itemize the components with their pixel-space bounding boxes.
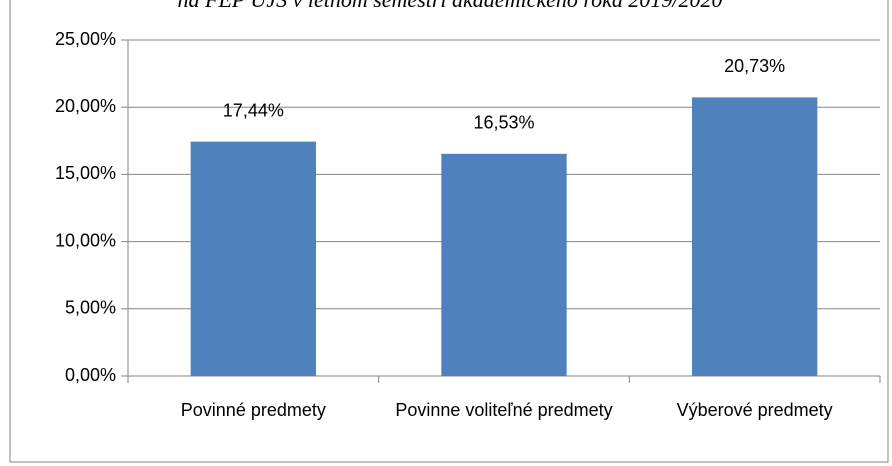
y-tick-label: 0,00% bbox=[65, 365, 116, 385]
data-label: 17,44% bbox=[223, 100, 284, 120]
x-tick-label: Výberové predmety bbox=[676, 400, 833, 420]
x-tick-label: Povinné predmety bbox=[180, 400, 326, 420]
data-label: 20,73% bbox=[724, 56, 785, 76]
chart-border bbox=[9, 0, 889, 463]
data-label: 16,53% bbox=[473, 113, 534, 133]
bar bbox=[190, 141, 316, 376]
y-tick-label: 15,00% bbox=[55, 163, 116, 183]
y-tick-label: 25,00% bbox=[55, 29, 116, 49]
x-tick-label: Povinne voliteľné predmety bbox=[395, 400, 613, 420]
y-tick-label: 20,00% bbox=[55, 96, 116, 116]
bar bbox=[441, 153, 567, 376]
y-tick-label: 10,00% bbox=[55, 230, 116, 250]
y-tick-label: 5,00% bbox=[65, 298, 116, 318]
bar bbox=[692, 97, 818, 377]
chart-title: na FEP UJS v letnom semestri akademickéh… bbox=[178, 0, 723, 12]
